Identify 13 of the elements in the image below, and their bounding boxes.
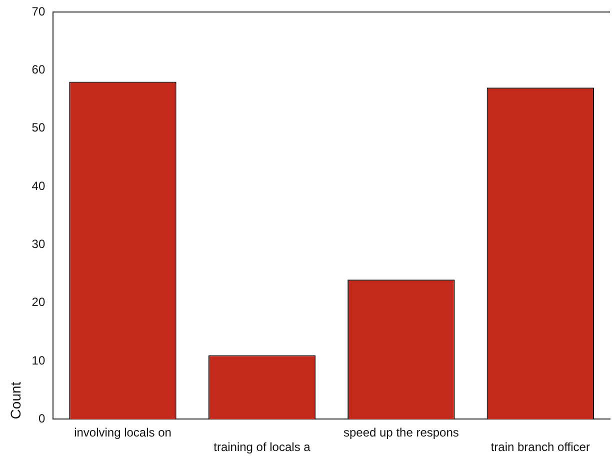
x-tick-label: speed up the respons [343, 426, 459, 440]
x-tick-label: training of locals a [214, 440, 311, 454]
y-tick-label: 50 [32, 120, 46, 135]
y-tick-label: 60 [32, 62, 46, 76]
y-tick-label: 30 [32, 237, 46, 251]
y-tick-label: 20 [32, 295, 46, 310]
x-tick-label: involving locals on [74, 426, 172, 440]
y-tick-label: 10 [32, 353, 46, 368]
x-tick-label: train branch officer [490, 440, 590, 454]
y-axis-title: Count [7, 382, 24, 420]
y-tick-label: 0 [38, 412, 46, 426]
y-tick-label: 40 [32, 178, 46, 193]
y-tick-label: 70 [32, 4, 46, 18]
